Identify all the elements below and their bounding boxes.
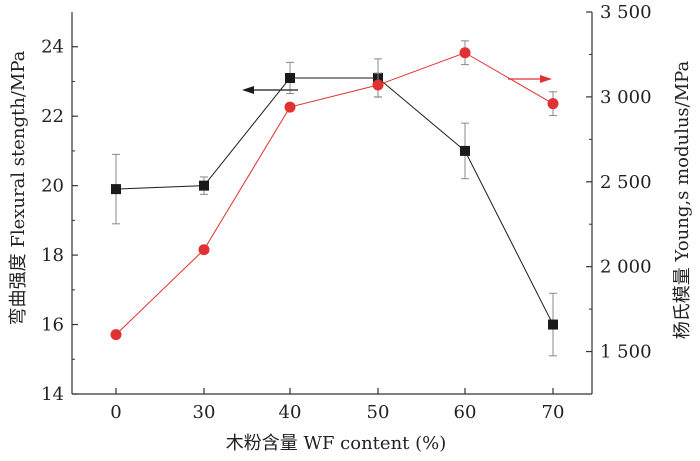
data-point — [460, 145, 470, 156]
x-tick-label: 60 — [454, 402, 477, 423]
data-point — [548, 319, 558, 330]
data-point — [285, 72, 295, 83]
series-line — [115, 52, 554, 335]
y-left-tick-label: 24 — [41, 37, 64, 58]
series-left — [111, 58, 558, 357]
y-right-tick-label: 1 500 — [600, 342, 652, 363]
y-left-axis-title: 弯曲强度 Flexural stength/MPa — [8, 50, 29, 325]
data-point — [111, 184, 121, 195]
y-right-tick-label: 2 500 — [600, 172, 652, 193]
y-left-tick-label: 16 — [41, 315, 64, 336]
left-axis-arrowhead — [242, 86, 254, 94]
data-point — [372, 79, 384, 91]
data-point — [199, 180, 209, 191]
axes: 0 30 40 50 60 70 14 16 18 20 22 24 1 500 2 000 2 500 3 … — [41, 2, 651, 423]
data-point — [110, 329, 122, 341]
data-point — [547, 98, 559, 110]
y-right-tick-label: 2 000 — [600, 257, 652, 278]
x-tick-label: 0 — [110, 402, 121, 423]
data-point — [198, 244, 210, 256]
right-axis-arrowhead — [540, 75, 552, 83]
x-tick-label: 40 — [279, 402, 302, 423]
data-point — [459, 47, 471, 59]
series-right — [110, 40, 559, 341]
y-left-tick-label: 14 — [41, 384, 64, 405]
y-right-axis-title: 杨氏模量 Young,s modulus/MPa — [672, 61, 693, 340]
data-point — [284, 101, 296, 113]
y-left-tick-label: 22 — [41, 106, 64, 127]
series-line — [115, 77, 554, 325]
x-tick-label: 50 — [367, 402, 390, 423]
x-axis-title: 木粉含量 WF content (%) — [226, 433, 447, 454]
series-layer — [110, 40, 559, 357]
y-left-tick-label: 18 — [41, 245, 64, 266]
x-tick-label: 70 — [542, 402, 565, 423]
x-tick-label: 30 — [193, 402, 216, 423]
y-left-tick-label: 20 — [41, 176, 64, 197]
y-right-tick-label: 3 500 — [600, 2, 652, 23]
y-right-tick-label: 3 000 — [600, 87, 652, 108]
